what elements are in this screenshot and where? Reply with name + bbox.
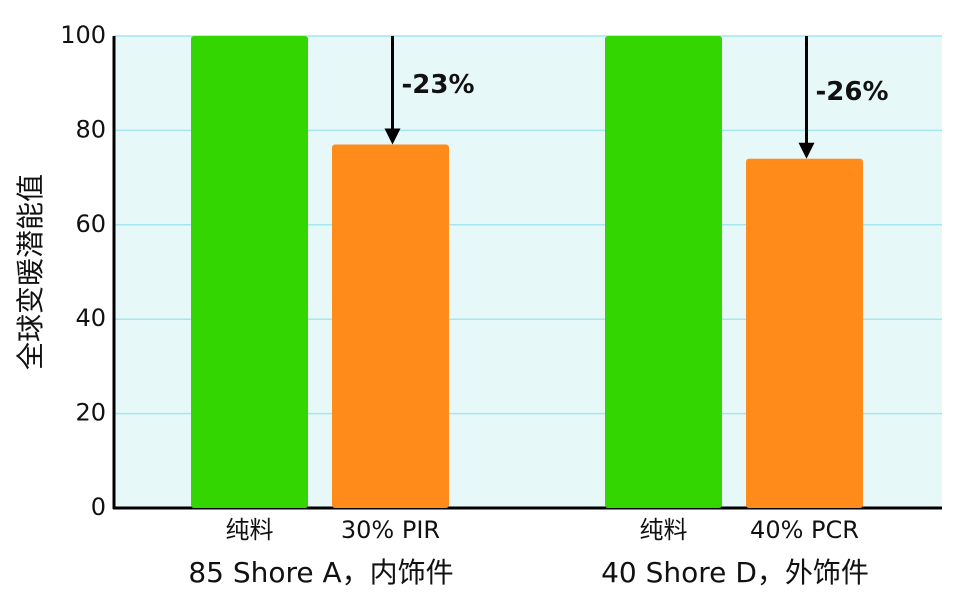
y-tick-label: 80 (75, 115, 106, 143)
x-tick-label: 纯料 (640, 516, 688, 544)
bar (332, 144, 449, 508)
y-tick-label: 100 (60, 21, 106, 49)
x-tick-label: 40% PCR (750, 516, 859, 544)
bar (605, 36, 722, 508)
bar (746, 158, 863, 508)
group-label: 40 Shore D，外饰件 (601, 556, 869, 589)
bar (191, 36, 308, 508)
x-tick-label: 30% PIR (341, 516, 440, 544)
y-tick-label: 20 (75, 399, 106, 427)
group-label: 85 Shore A，内饰件 (188, 556, 453, 589)
annotation-arrowhead (384, 128, 401, 145)
annotation: -23% (402, 70, 475, 100)
y-tick-label: 0 (91, 493, 106, 521)
y-axis-label: 全球变暖潜能值 (14, 174, 47, 370)
annotation-arrowhead (798, 142, 815, 159)
y-tick-label: 60 (75, 210, 106, 238)
annotation: -26% (816, 77, 889, 107)
x-tick-label: 纯料 (226, 516, 274, 544)
y-tick-label: 40 (75, 304, 106, 332)
